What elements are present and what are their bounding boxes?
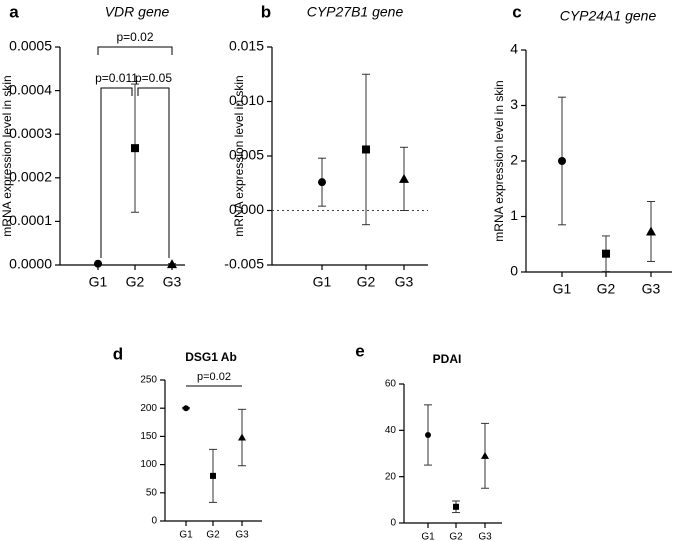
y-tick-label: 0.0001 <box>9 212 52 228</box>
y-tick-label: 250 <box>140 375 157 386</box>
y-tick-label: 4 <box>510 41 518 57</box>
point <box>453 503 459 510</box>
panel-title: DSG1 Ab <box>185 350 237 364</box>
x-tick-label: G1 <box>421 532 435 541</box>
point <box>425 431 431 438</box>
y-tick-label: 0.0000 <box>9 256 52 272</box>
point <box>167 259 177 269</box>
significance-bracket <box>97 46 173 55</box>
panel-letter: e <box>355 341 364 360</box>
y-tick-label: 0.015 <box>229 38 264 54</box>
x-tick-label: G2 <box>126 274 145 290</box>
point <box>131 144 139 153</box>
y-tick-label: 0.0002 <box>9 169 52 185</box>
y-tick-label: 0 <box>151 516 157 527</box>
x-tick-label: G1 <box>89 274 108 290</box>
x-tick-label: G2 <box>206 530 220 541</box>
panel-letter: a <box>9 2 19 21</box>
panel-title: PDAI <box>433 352 462 366</box>
point <box>362 145 370 154</box>
x-tick-label: G1 <box>179 530 193 541</box>
y-tick-label: 2 <box>510 152 518 168</box>
y-axis-label: mRNA expression level in skin <box>232 75 246 236</box>
panel-title: CYP24A1 gene <box>560 8 657 24</box>
y-tick-label: 100 <box>140 459 157 470</box>
panel-letter: d <box>113 344 123 363</box>
x-tick-label: G1 <box>313 274 332 290</box>
point <box>481 451 489 459</box>
panel-title: CYP27B1 gene <box>307 4 404 20</box>
point <box>602 249 610 258</box>
panel-title: VDR gene <box>105 4 170 20</box>
significance-bracket <box>100 87 133 258</box>
significance-bracket <box>137 87 170 258</box>
y-tick-label: 0.0003 <box>9 125 52 141</box>
point <box>238 433 246 441</box>
y-tick-label: 150 <box>140 431 157 442</box>
x-tick-label: G3 <box>642 281 661 297</box>
y-axis-label: mRNA expression level in skin <box>0 75 14 236</box>
y-tick-label: 0.0005 <box>9 38 52 54</box>
x-tick-label: G3 <box>395 274 414 290</box>
p-value: p=0.02 <box>116 30 153 44</box>
y-tick-label: 60 <box>385 379 397 390</box>
y-tick-label: 0 <box>390 518 396 529</box>
x-tick-label: G1 <box>553 281 572 297</box>
y-tick-label: 200 <box>140 403 157 414</box>
point <box>94 259 102 268</box>
point <box>646 226 656 236</box>
y-tick-label: 50 <box>146 487 158 498</box>
point <box>558 157 566 165</box>
x-tick-label: G2 <box>357 274 376 290</box>
x-tick-label: G2 <box>449 532 463 541</box>
point <box>318 178 326 187</box>
x-tick-label: G2 <box>597 281 616 297</box>
p-value: p=0.011 <box>95 71 138 85</box>
p-value: p=0.02 <box>197 371 231 383</box>
point <box>399 173 409 183</box>
y-tick-label: 20 <box>385 471 397 482</box>
y-tick-label: 0.005 <box>229 147 264 163</box>
y-tick-label: -0.005 <box>224 256 264 272</box>
y-tick-label: 0.000 <box>229 201 264 217</box>
y-tick-label: 0 <box>510 263 518 279</box>
y-tick-label: 0.0004 <box>9 81 52 97</box>
y-tick-label: 1 <box>510 207 518 223</box>
y-tick-label: 3 <box>510 96 518 112</box>
x-tick-label: G3 <box>235 530 249 541</box>
panel-letter: c <box>512 2 521 21</box>
y-tick-label: 40 <box>385 425 397 436</box>
point <box>210 472 216 479</box>
y-axis-label: mRNA expression level in skin <box>492 80 506 241</box>
point <box>183 405 189 412</box>
x-tick-label: G3 <box>478 532 492 541</box>
panel-letter: b <box>261 2 271 21</box>
p-value: p=0.05 <box>135 71 172 85</box>
x-tick-label: G3 <box>163 274 182 290</box>
y-tick-label: 0.010 <box>229 92 264 108</box>
